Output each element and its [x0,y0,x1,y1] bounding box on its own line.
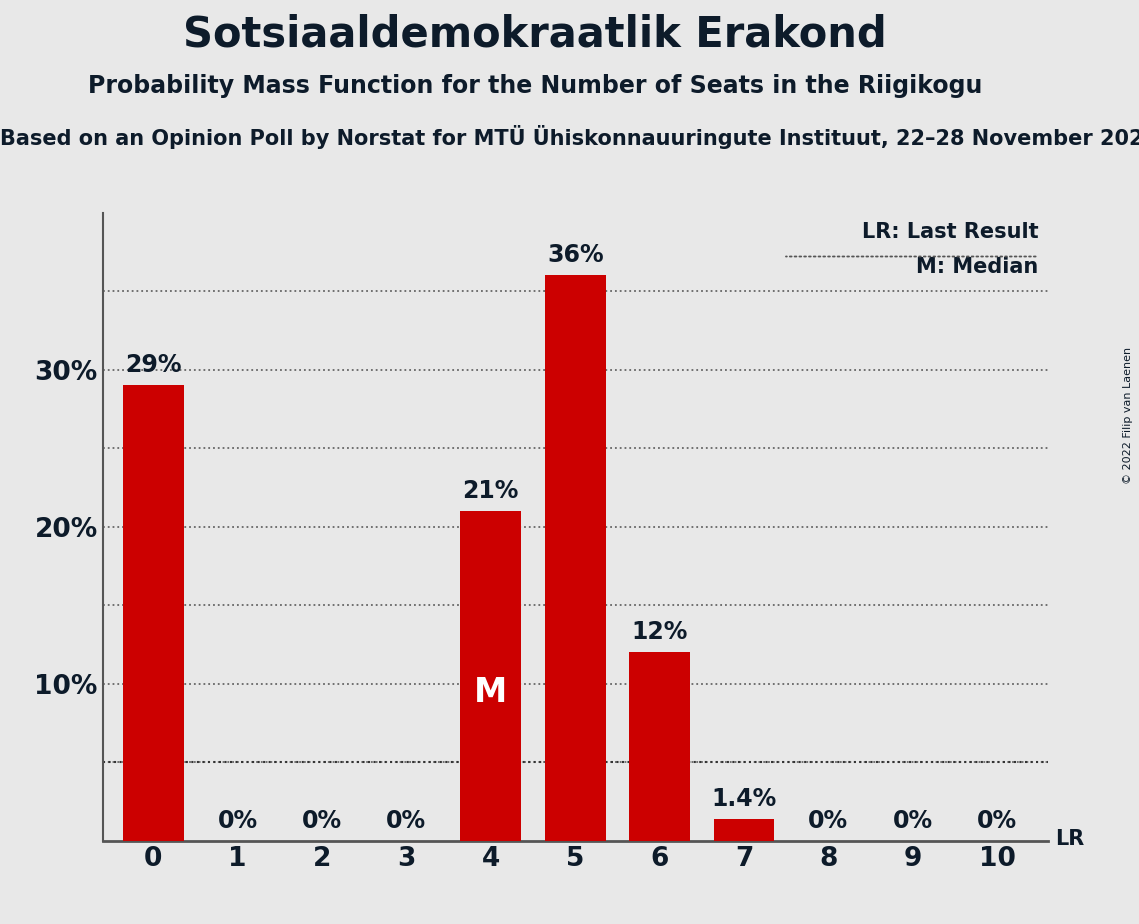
Text: © 2022 Filip van Laenen: © 2022 Filip van Laenen [1123,347,1133,484]
Text: 21%: 21% [462,480,519,503]
Bar [123,385,183,841]
Bar [714,819,775,841]
Text: Sotsiaaldemokraatlik Erakond: Sotsiaaldemokraatlik Erakond [183,14,887,55]
Text: 0%: 0% [893,809,933,833]
Text: 12%: 12% [631,621,688,645]
Text: LR: LR [1055,829,1084,849]
Text: 0%: 0% [809,809,849,833]
Text: 0%: 0% [977,809,1017,833]
Text: Probability Mass Function for the Number of Seats in the Riigikogu: Probability Mass Function for the Number… [88,74,983,98]
Text: 1.4%: 1.4% [712,787,777,811]
Text: 29%: 29% [125,354,181,377]
Text: 0%: 0% [302,809,342,833]
Text: 0%: 0% [218,809,257,833]
Bar [544,275,606,841]
Text: 0%: 0% [386,809,426,833]
Text: M: Median: M: Median [916,257,1039,276]
Text: M: M [474,675,507,709]
Text: Based on an Opinion Poll by Norstat for MTÜ Ühiskonnauuringute Instituut, 22–28 : Based on an Opinion Poll by Norstat for … [0,125,1139,149]
Bar [629,652,690,841]
Text: LR: Last Result: LR: Last Result [862,222,1039,242]
Bar [460,511,522,841]
Text: 36%: 36% [547,244,604,268]
